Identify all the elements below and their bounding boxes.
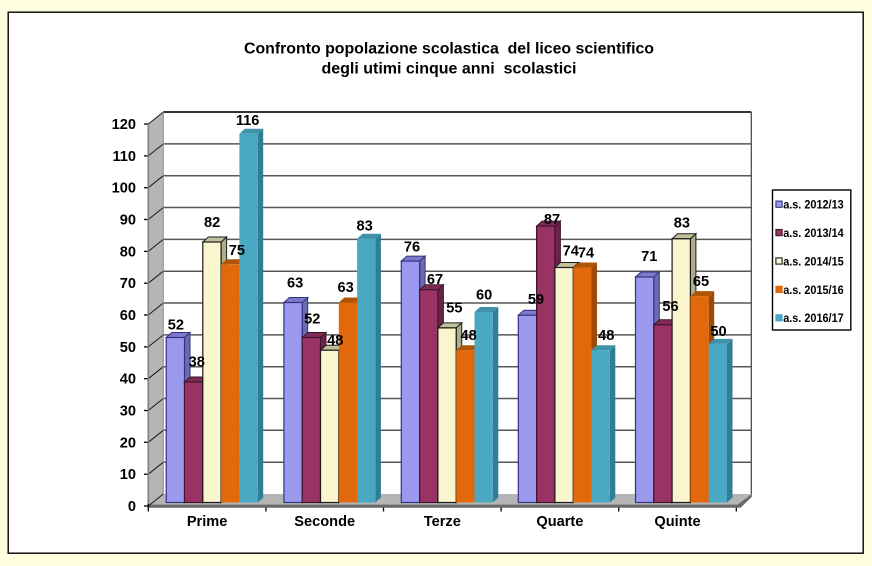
svg-text:83: 83 — [674, 216, 690, 232]
svg-text:38: 38 — [189, 355, 205, 371]
svg-text:a.s. 2016/17: a.s. 2016/17 — [783, 311, 844, 325]
svg-text:116: 116 — [236, 113, 260, 129]
svg-text:50: 50 — [120, 340, 136, 356]
svg-text:55: 55 — [446, 301, 462, 317]
svg-text:74: 74 — [578, 246, 595, 262]
svg-text:100: 100 — [112, 181, 136, 197]
svg-text:52: 52 — [168, 317, 184, 333]
svg-text:87: 87 — [544, 212, 560, 228]
svg-text:48: 48 — [598, 328, 614, 344]
svg-text:0: 0 — [128, 499, 136, 515]
svg-text:a.s. 2012/13: a.s. 2012/13 — [783, 198, 844, 212]
svg-text:52: 52 — [304, 311, 320, 327]
svg-text:70: 70 — [120, 276, 136, 292]
svg-text:67: 67 — [427, 272, 443, 288]
svg-text:30: 30 — [120, 404, 136, 420]
svg-text:74: 74 — [563, 243, 580, 259]
svg-text:50: 50 — [710, 324, 726, 340]
svg-text:Terze: Terze — [424, 514, 461, 530]
svg-text:Prime: Prime — [187, 514, 228, 530]
svg-text:a.s. 2015/16: a.s. 2015/16 — [783, 283, 844, 297]
svg-text:110: 110 — [112, 149, 136, 165]
svg-text:60: 60 — [120, 308, 136, 324]
svg-text:71: 71 — [641, 249, 657, 265]
svg-text:75: 75 — [229, 243, 245, 259]
svg-text:56: 56 — [662, 299, 678, 315]
svg-text:Quinte: Quinte — [654, 514, 700, 530]
svg-text:20: 20 — [120, 435, 136, 451]
svg-text:63: 63 — [287, 275, 303, 291]
svg-text:59: 59 — [528, 292, 544, 308]
svg-text:82: 82 — [204, 215, 220, 231]
svg-text:76: 76 — [404, 240, 420, 256]
svg-text:Quarte: Quarte — [536, 514, 583, 530]
svg-text:Confronto popolazione scolasti: Confronto popolazione scolastica del lic… — [244, 41, 654, 58]
svg-text:40: 40 — [120, 372, 136, 388]
svg-text:120: 120 — [112, 117, 136, 133]
svg-text:48: 48 — [327, 333, 343, 349]
svg-text:65: 65 — [693, 274, 709, 290]
svg-text:83: 83 — [356, 219, 372, 235]
svg-text:10: 10 — [120, 467, 136, 483]
svg-text:degli utimi cinque anni scola: degli utimi cinque anni scolastici — [322, 61, 577, 78]
svg-text:80: 80 — [120, 244, 136, 260]
svg-text:Seconde: Seconde — [294, 514, 355, 530]
svg-text:63: 63 — [337, 280, 353, 296]
svg-text:a.s. 2013/14: a.s. 2013/14 — [783, 226, 844, 240]
svg-text:48: 48 — [460, 328, 476, 344]
svg-text:90: 90 — [120, 213, 136, 229]
svg-text:60: 60 — [476, 288, 492, 304]
svg-text:a.s. 2014/15: a.s. 2014/15 — [783, 254, 844, 268]
